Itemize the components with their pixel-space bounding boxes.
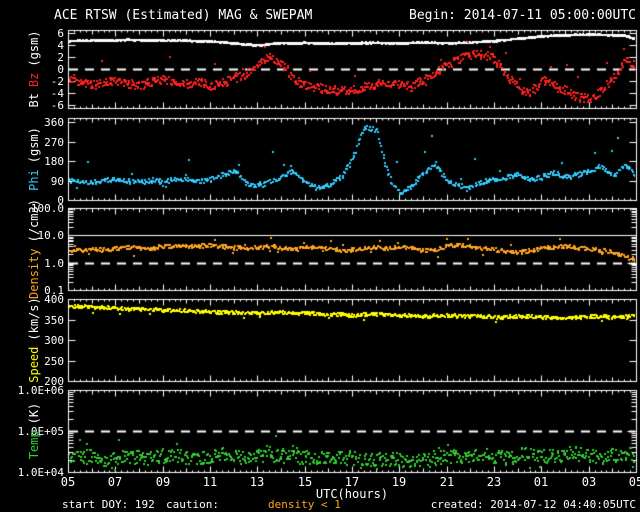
- ytick-label: 0: [57, 63, 64, 76]
- ylabel-part: (/cm3): [27, 199, 41, 243]
- ytick-label: 10.0: [37, 229, 65, 242]
- ytick-label: 0: [57, 194, 64, 207]
- plot-title: ACE RTSW (Estimated) MAG & SWEPAM: [54, 8, 313, 23]
- ytick-label: 1.0E+05: [17, 425, 64, 438]
- xtick-label: 19: [391, 475, 407, 489]
- xtick-label: 13: [249, 475, 265, 489]
- x-axis-label: UTC(hours): [315, 487, 389, 501]
- ylabel-part: (km/s): [27, 297, 41, 341]
- ytick-label: 400: [44, 293, 64, 306]
- ytick-label: 1.0: [44, 257, 64, 270]
- ytick-label: 90: [50, 175, 64, 188]
- ytick-label: 350: [44, 314, 64, 327]
- xtick-label: 17: [344, 475, 360, 489]
- xtick-label: 03: [581, 475, 597, 489]
- ytick-label: -6: [50, 99, 64, 112]
- ytick-label: -4: [50, 87, 64, 100]
- ytick-label: 100.0: [30, 202, 64, 215]
- ytick-label: 6: [57, 27, 64, 40]
- xtick-label: 15: [297, 475, 313, 489]
- xtick-label: 11: [202, 475, 218, 489]
- begin-timestamp: Begin: 2014-07-11 05:00:00UTC: [409, 8, 636, 23]
- ylabel-part: (gsm): [27, 30, 41, 67]
- ytick-label: 1.0E+04: [17, 466, 64, 479]
- caution-value: density < 1: [268, 498, 341, 511]
- ytick-label: 360: [44, 116, 64, 129]
- ytick-label: 250: [44, 355, 64, 368]
- ytick-label: -2: [50, 75, 64, 88]
- ytick-label: 1.0E+06: [17, 384, 64, 397]
- xtick-label: 21: [439, 475, 455, 489]
- start-doy-label: start DOY: 192: [62, 498, 155, 511]
- panel-temp-ylabel: Temp (K): [27, 351, 41, 511]
- ytick-label: 300: [44, 334, 64, 347]
- ylabel-part: (gsm): [27, 127, 41, 164]
- xtick-label: 01: [533, 475, 549, 489]
- xtick-label: 07: [107, 475, 123, 489]
- ytick-label: 2: [57, 51, 64, 64]
- xtick-label: 09: [155, 475, 171, 489]
- ytick-label: 4: [57, 39, 64, 52]
- ylabel-part: (K): [27, 402, 41, 425]
- ytick-label: 270: [44, 136, 64, 149]
- xtick-label: 05: [628, 475, 640, 489]
- ytick-label: 180: [44, 155, 64, 168]
- xtick-label: 23: [486, 475, 502, 489]
- ytick-label: 0.1: [44, 284, 64, 297]
- ytick-label: 200: [44, 375, 64, 388]
- ylabel-part: Temp: [27, 430, 41, 460]
- xtick-label: 05: [60, 475, 76, 489]
- created-timestamp: created: 2014-07-12 04:40:05UTC: [430, 498, 636, 511]
- caution-label: caution:: [166, 498, 219, 511]
